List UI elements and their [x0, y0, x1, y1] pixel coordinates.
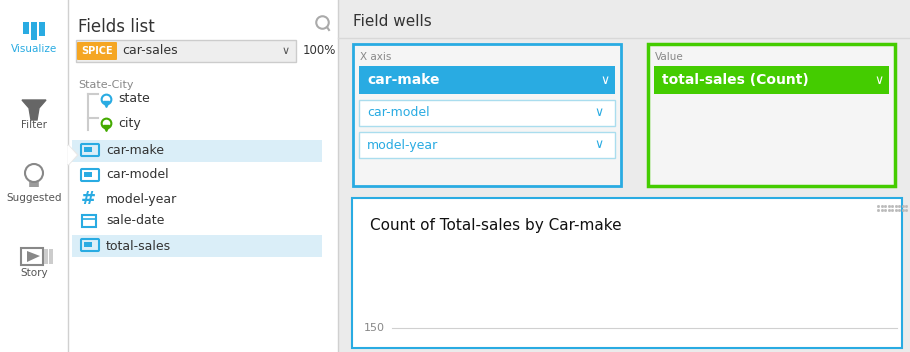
Text: total-sales (Count): total-sales (Count)	[662, 73, 809, 87]
Text: 150: 150	[364, 323, 385, 333]
Text: Fields list: Fields list	[78, 18, 155, 36]
Text: ∨: ∨	[594, 138, 603, 151]
FancyBboxPatch shape	[72, 235, 322, 257]
Text: Suggested: Suggested	[6, 193, 62, 203]
Text: Field wells: Field wells	[353, 14, 431, 29]
Text: #: #	[80, 190, 96, 208]
Text: sale-date: sale-date	[106, 214, 165, 227]
Text: car-model: car-model	[367, 107, 430, 119]
FancyBboxPatch shape	[76, 40, 296, 62]
Text: State-City: State-City	[78, 80, 134, 90]
Text: model-year: model-year	[367, 138, 439, 151]
FancyBboxPatch shape	[84, 172, 92, 177]
Text: X axis: X axis	[360, 52, 391, 62]
FancyBboxPatch shape	[359, 100, 615, 126]
Text: Visualize: Visualize	[11, 44, 57, 54]
Text: ∨: ∨	[282, 46, 290, 56]
Polygon shape	[27, 251, 40, 262]
Text: ∨: ∨	[875, 74, 884, 87]
FancyBboxPatch shape	[72, 140, 322, 162]
Text: car-sales: car-sales	[122, 44, 177, 57]
Text: state: state	[118, 93, 150, 106]
FancyBboxPatch shape	[359, 132, 615, 158]
FancyBboxPatch shape	[352, 198, 902, 348]
Text: total-sales: total-sales	[106, 239, 171, 252]
Text: city: city	[118, 117, 141, 130]
Text: car-make: car-make	[106, 145, 164, 157]
Polygon shape	[22, 100, 46, 120]
FancyBboxPatch shape	[39, 22, 45, 36]
FancyBboxPatch shape	[0, 0, 68, 352]
FancyBboxPatch shape	[84, 147, 92, 152]
Text: ∨: ∨	[594, 107, 603, 119]
Text: Filter: Filter	[21, 120, 47, 130]
Text: model-year: model-year	[106, 193, 177, 206]
FancyBboxPatch shape	[49, 249, 53, 264]
Text: Count of Total-sales by Car-make: Count of Total-sales by Car-make	[370, 218, 622, 233]
FancyBboxPatch shape	[44, 249, 48, 264]
FancyBboxPatch shape	[338, 0, 910, 352]
FancyBboxPatch shape	[654, 66, 889, 94]
FancyBboxPatch shape	[648, 44, 895, 186]
FancyBboxPatch shape	[77, 42, 117, 60]
Text: ∨: ∨	[601, 74, 610, 87]
FancyBboxPatch shape	[31, 22, 37, 40]
Text: Story: Story	[20, 268, 48, 278]
Text: Value: Value	[655, 52, 683, 62]
FancyBboxPatch shape	[353, 44, 621, 186]
Text: car-make: car-make	[367, 73, 440, 87]
FancyBboxPatch shape	[84, 242, 92, 247]
FancyBboxPatch shape	[359, 66, 615, 94]
Text: car-model: car-model	[106, 169, 168, 182]
Text: 100%: 100%	[303, 44, 337, 57]
Polygon shape	[68, 146, 76, 164]
Polygon shape	[68, 145, 78, 165]
Text: SPICE: SPICE	[81, 46, 113, 56]
FancyBboxPatch shape	[23, 22, 29, 34]
FancyBboxPatch shape	[68, 0, 338, 352]
